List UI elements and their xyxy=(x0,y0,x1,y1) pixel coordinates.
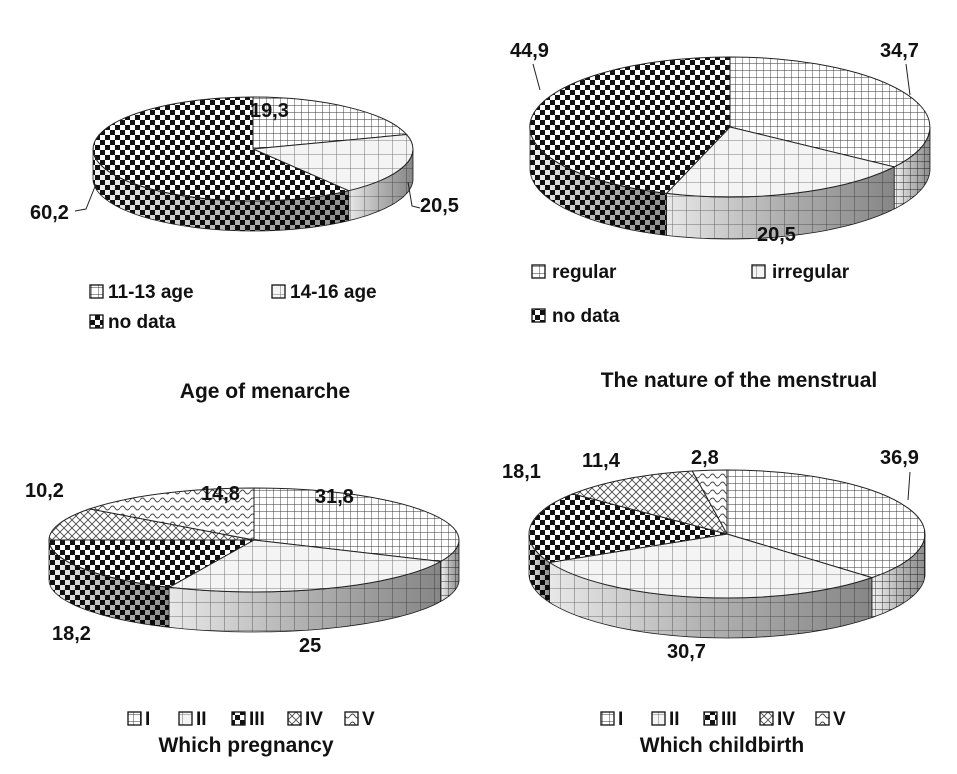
value-label-no-data: 60,2 xyxy=(30,202,69,224)
pie-chart-which-childbirth: 36,9 30,7 18,1 11,4 2,8 I II III IV V Wh… xyxy=(502,447,926,757)
leader-line-I xyxy=(907,471,911,501)
pie-side-shade-no-data xyxy=(93,149,349,231)
value-label-III: 18,2 xyxy=(52,623,91,645)
pie-side-shade-i xyxy=(871,534,925,618)
legend-swatch-I xyxy=(600,711,615,726)
value-label-IV: 11,4 xyxy=(582,450,621,472)
legend-label-V: V xyxy=(362,709,375,730)
chart-title-which-childbirth: Which childbirth xyxy=(640,734,804,757)
legend-swatch-V xyxy=(344,711,359,726)
legend-swatch-no-data xyxy=(89,314,104,329)
pie-chart-nature-of-menstrual: 34,7 20,5 44,9 regular irregular no data… xyxy=(510,40,931,392)
legend-label-II: II xyxy=(196,709,207,730)
value-label-11-13-age: 20,5 xyxy=(420,195,459,217)
legend-label-11-13-age: 11-13 age xyxy=(108,282,194,303)
pie-side-shade-14-16-age xyxy=(348,149,413,221)
legend-swatch-III xyxy=(231,711,246,726)
pie-slice-iii xyxy=(48,539,256,588)
leader-line-no-data xyxy=(74,183,97,212)
legend-swatch-I xyxy=(127,711,142,726)
value-label-V: 2,8 xyxy=(691,447,719,469)
pie-side-shade-ii xyxy=(549,562,872,638)
value-label-IV: 10,2 xyxy=(25,480,64,502)
chart-title-nature-of-menstrual: The nature of the menstrual xyxy=(601,369,878,392)
value-label-II: 25 xyxy=(299,635,321,657)
legend-label-no-data: no data xyxy=(108,312,176,333)
value-label-I: 36,9 xyxy=(880,447,919,469)
pie-side-shade-irregular xyxy=(666,166,895,239)
pie-slice-iii xyxy=(528,493,728,564)
chart-title-age-of-menarche: Age of menarche xyxy=(180,380,350,403)
legend-label-II: II xyxy=(669,709,680,730)
legend-label-no-data: no data xyxy=(552,306,620,327)
value-label-14-16-age: 19,3 xyxy=(250,100,289,122)
pie-slice-ii xyxy=(167,539,443,593)
legend-swatch-II xyxy=(178,711,193,726)
legend-swatch-14-16-age xyxy=(271,284,286,299)
legend-label-III: III xyxy=(721,709,737,730)
value-label-V: 14,8 xyxy=(201,483,240,505)
value-label-II: 30,7 xyxy=(667,641,706,663)
legend-swatch-11-13-age xyxy=(89,284,104,299)
legend-swatch-V xyxy=(815,711,830,726)
value-label-no-data: 44,9 xyxy=(510,40,549,62)
pie-side-shade-no-data xyxy=(530,127,667,236)
pie-slice-i xyxy=(726,469,926,579)
legend-label-14-16-age: 14-16 age xyxy=(290,282,377,303)
legend-label-I: I xyxy=(618,709,623,730)
legend-swatch-regular xyxy=(531,264,546,279)
legend-swatch-II xyxy=(651,711,666,726)
legend-which-childbirth: I II III IV V xyxy=(600,709,846,730)
pie-slice-irregular xyxy=(665,126,896,198)
legend-label-IV: IV xyxy=(305,709,323,730)
pie-slice-no-data xyxy=(92,96,351,202)
value-label-I: 31,8 xyxy=(315,486,354,508)
legend-which-pregnancy: I II III IV V xyxy=(127,709,375,730)
pie-slice-i xyxy=(253,487,460,563)
pie-side-shade-ii xyxy=(169,561,441,632)
pie-slice-no-data xyxy=(529,56,731,194)
pie-slice-v xyxy=(691,469,728,535)
legend-label-III: III xyxy=(249,709,265,730)
value-label-irregular: 20,5 xyxy=(757,224,796,246)
legend-swatch-III xyxy=(703,711,718,726)
pie-side-shade-iii xyxy=(49,540,170,628)
pie-slice-regular xyxy=(729,56,931,168)
pie-slice-iv xyxy=(48,508,255,541)
pie-side-shade-regular xyxy=(894,127,930,209)
chart-title-which-pregnancy: Which pregnancy xyxy=(158,734,333,757)
pie-slice-iv xyxy=(571,470,728,535)
legend-label-regular: regular xyxy=(552,262,617,283)
pie-slice-14-16-age xyxy=(252,133,414,192)
legend-label-irregular: irregular xyxy=(772,262,850,283)
value-label-regular: 34,7 xyxy=(880,40,919,62)
legend-label-I: I xyxy=(145,709,150,730)
leader-line-regular xyxy=(905,63,911,96)
legend-swatch-IV xyxy=(287,711,302,726)
legend-swatch-irregular xyxy=(751,264,766,279)
pie-chart-age-of-menarche: 20,5 19,3 60,2 11-13 age 14-16 age no da… xyxy=(30,96,459,403)
pie-side-shade-iii xyxy=(529,534,550,603)
pie-slice-v xyxy=(87,487,255,541)
pie-side-shade-i xyxy=(440,540,459,602)
legend-label-IV: IV xyxy=(777,709,795,730)
pie-chart-which-pregnancy: 31,8 25 18,2 10,2 14,8 I II III IV V Whi… xyxy=(25,480,460,757)
legend-label-V: V xyxy=(833,709,846,730)
leader-line-no-data xyxy=(532,63,541,91)
leader-line-11-13-age xyxy=(407,181,421,209)
legend-swatch-IV xyxy=(759,711,774,726)
legend-swatch-no-data xyxy=(531,308,546,323)
value-label-III: 18,1 xyxy=(502,461,541,483)
pie-slice-11-13-age xyxy=(252,96,408,150)
